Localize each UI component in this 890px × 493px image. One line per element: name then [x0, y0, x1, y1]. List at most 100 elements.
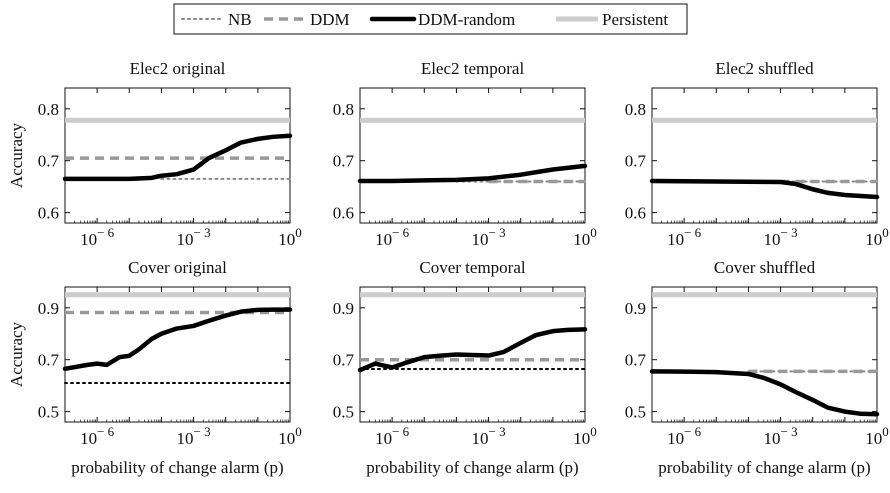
y-tick-label: 0.8 — [333, 100, 354, 119]
x-tick-exponent: − 6 — [392, 424, 410, 439]
series-line-ddm-random — [649, 369, 880, 417]
x-tick-base: 10 — [80, 429, 97, 448]
x-tick-exponent: − 3 — [489, 424, 506, 439]
x-tick-base: 10 — [573, 230, 590, 249]
x-tick-label: 10− 3 — [472, 424, 506, 448]
legend-label-nb: NB — [228, 10, 252, 29]
x-tick-base: 10 — [375, 230, 392, 249]
x-tick-label: 10− 3 — [472, 225, 506, 249]
x-tick-base: 10 — [278, 429, 295, 448]
y-tick-label: 0.6 — [333, 204, 354, 223]
y-tick-label: 0.9 — [333, 299, 354, 318]
panel-title: Cover shuffled — [714, 258, 816, 277]
x-tick-exponent: − 3 — [194, 225, 211, 240]
x-tick-exponent: 0 — [590, 424, 597, 439]
x-tick-exponent: 0 — [882, 424, 889, 439]
series-line-ddm-random — [357, 327, 588, 373]
panel-title: Cover original — [128, 258, 227, 277]
x-tick-exponent: − 3 — [781, 424, 798, 439]
panel-title: Elec2 temporal — [421, 59, 525, 78]
x-axis-label: probability of change alarm (p) — [71, 458, 283, 477]
x-tick-base: 10 — [472, 230, 489, 249]
x-tick-exponent: − 6 — [392, 225, 410, 240]
x-tick-base: 10 — [80, 230, 97, 249]
x-tick-label: 100 — [865, 424, 889, 448]
x-tick-label: 100 — [278, 424, 302, 448]
y-tick-label: 0.6 — [38, 204, 59, 223]
x-tick-base: 10 — [667, 429, 684, 448]
panel-title: Elec2 original — [130, 59, 226, 78]
x-tick-base: 10 — [865, 230, 882, 249]
x-tick-label: 100 — [278, 225, 302, 249]
x-tick-label: 100 — [573, 424, 597, 448]
x-tick-exponent: − 6 — [684, 424, 702, 439]
x-tick-label: 10− 3 — [764, 225, 798, 249]
x-tick-base: 10 — [764, 429, 781, 448]
panel-title: Elec2 shuffled — [715, 59, 814, 78]
x-tick-base: 10 — [764, 230, 781, 249]
x-tick-label: 10− 6 — [375, 424, 410, 448]
x-tick-exponent: 0 — [295, 225, 302, 240]
x-tick-base: 10 — [472, 429, 489, 448]
y-tick-label: 0.8 — [625, 100, 646, 119]
axes-frame — [359, 87, 586, 224]
legend-entry-ddm-random: DDM-random — [369, 10, 515, 29]
x-tick-label: 100 — [865, 225, 889, 249]
axes-frame — [64, 87, 291, 224]
x-tick-exponent: 0 — [590, 225, 597, 240]
x-tick-label: 10− 3 — [177, 424, 211, 448]
x-tick-exponent: − 3 — [489, 225, 506, 240]
axes-frame — [651, 286, 878, 423]
y-axis-label: Accuracy — [7, 122, 26, 188]
legend-entry-ddm: DDM — [264, 10, 350, 29]
x-axis-label: probability of change alarm (p) — [658, 458, 870, 477]
axes-frame — [359, 286, 586, 423]
x-tick-base: 10 — [667, 230, 684, 249]
y-tick-label: 0.5 — [38, 403, 59, 422]
legend-label-persistent: Persistent — [602, 10, 668, 29]
x-tick-base: 10 — [177, 429, 194, 448]
panel-title: Cover temporal — [419, 258, 525, 277]
x-tick-label: 100 — [573, 225, 597, 249]
legend-label-ddm-random: DDM-random — [418, 10, 515, 29]
y-tick-label: 0.6 — [625, 204, 646, 223]
legend-entry-nb: NB — [181, 10, 252, 29]
y-tick-label: 0.7 — [333, 351, 355, 370]
y-tick-label: 0.7 — [625, 351, 647, 370]
x-tick-label: 10− 6 — [80, 225, 115, 249]
y-axis-label: Accuracy — [7, 321, 26, 387]
axes-frame — [651, 87, 878, 224]
x-tick-label: 10− 3 — [177, 225, 211, 249]
x-tick-exponent: − 6 — [97, 225, 115, 240]
y-tick-label: 0.7 — [38, 152, 60, 171]
series-line-ddm-random — [357, 163, 588, 184]
legend-entry-persistent: Persistent — [556, 10, 668, 29]
x-tick-base: 10 — [865, 429, 882, 448]
x-tick-base: 10 — [177, 230, 194, 249]
y-tick-label: 0.7 — [38, 351, 60, 370]
x-tick-base: 10 — [375, 429, 392, 448]
series-line-ddm-random — [62, 133, 293, 182]
x-axis-label: probability of change alarm (p) — [366, 458, 578, 477]
y-tick-label: 0.8 — [38, 100, 59, 119]
y-tick-label: 0.7 — [625, 152, 647, 171]
x-tick-base: 10 — [573, 429, 590, 448]
x-tick-exponent: 0 — [295, 424, 302, 439]
x-tick-exponent: − 3 — [781, 225, 798, 240]
x-tick-base: 10 — [278, 230, 295, 249]
axes-frame — [64, 286, 291, 423]
x-tick-label: 10− 6 — [667, 225, 702, 249]
x-tick-exponent: 0 — [882, 225, 889, 240]
x-tick-exponent: − 6 — [97, 424, 115, 439]
x-tick-label: 10− 6 — [667, 424, 702, 448]
x-tick-label: 10− 3 — [764, 424, 798, 448]
y-tick-label: 0.9 — [38, 299, 59, 318]
legend-box — [173, 3, 688, 35]
x-tick-exponent: − 3 — [194, 424, 211, 439]
